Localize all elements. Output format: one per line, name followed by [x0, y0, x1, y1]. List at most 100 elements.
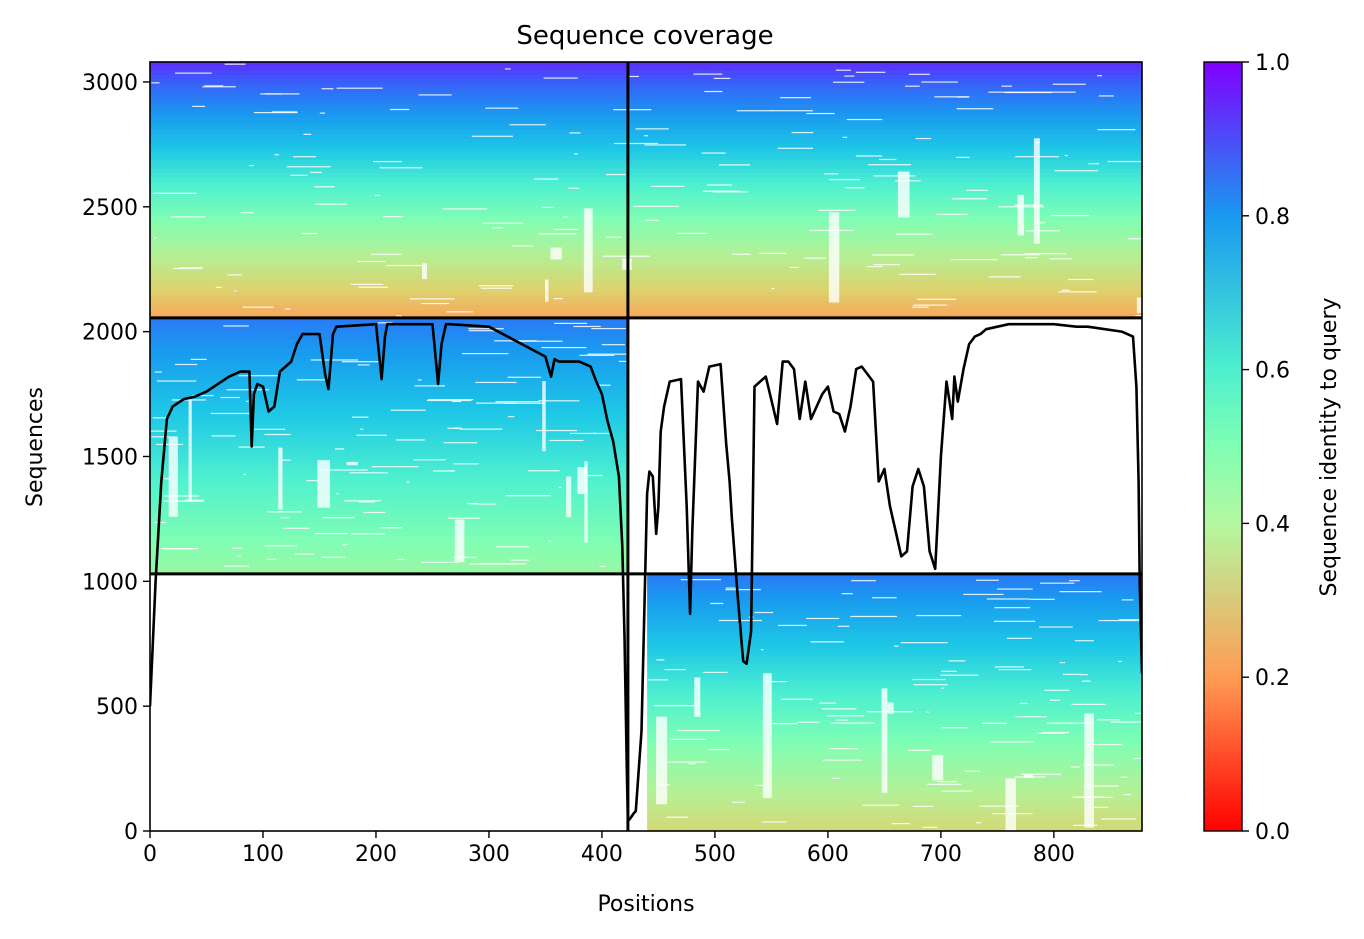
gap-stripe [192, 394, 214, 397]
gap-stripe [891, 823, 911, 825]
coverage-block-2-band [647, 826, 1142, 831]
gap-stripe [823, 759, 862, 761]
coverage-block-0-band [150, 215, 1142, 221]
gap-stripe [1120, 776, 1128, 778]
coverage-block-0-band [150, 181, 1142, 187]
gap-stripe [941, 687, 945, 689]
coverage-block-0-band [150, 288, 1142, 293]
gap-stripe [806, 617, 840, 620]
gap-stripe [293, 156, 317, 158]
coverage-block-2-band [647, 702, 1142, 708]
gap-stripe [894, 645, 899, 647]
gap-stripe [956, 96, 969, 98]
coverage-block-0-band [150, 275, 1142, 281]
gap-stripe [1033, 91, 1076, 93]
gap-stripe [844, 187, 865, 189]
coverage-block-0-band [150, 207, 1142, 212]
coverage-block-0-band [150, 279, 1142, 285]
gap-stripe [173, 267, 202, 270]
coverage-block-2-band [647, 646, 1142, 652]
coverage-block-2-band [647, 728, 1142, 734]
coverage-line [150, 322, 1142, 823]
gap-column [881, 688, 888, 793]
coverage-block-2-band [647, 625, 1142, 631]
gap-stripe [780, 698, 813, 700]
gap-stripe [759, 252, 787, 254]
coverage-block-1-band [150, 454, 628, 460]
coverage-block-1-band [150, 556, 628, 562]
gap-stripes [151, 63, 1142, 831]
gap-stripe [804, 257, 826, 259]
gap-stripe [231, 547, 243, 549]
gap-stripe [223, 325, 249, 327]
coverage-block-0-band [150, 96, 1142, 101]
gap-stripe [873, 264, 900, 266]
gap-stripe [382, 215, 404, 218]
gap-stripe [1054, 170, 1099, 172]
gap-stripe [1069, 580, 1080, 582]
gap-stripe [725, 587, 739, 589]
coverage-block-1-band [150, 437, 628, 443]
gap-stripe [1024, 253, 1067, 255]
gap-stripe [989, 741, 1034, 743]
gap-stripe [296, 379, 328, 381]
gap-stripe [754, 611, 774, 614]
gap-stripe [701, 152, 726, 154]
coverage-block-1-band [150, 539, 628, 545]
coverage-block-0-band [150, 130, 1142, 136]
gap-column [1136, 297, 1142, 314]
gap-stripe [359, 428, 364, 430]
gap-stripe [459, 428, 503, 430]
gap-stripe [517, 340, 563, 342]
gap-stripe [310, 171, 322, 173]
y-tick-label: 3000 [82, 71, 138, 96]
gap-stripe [613, 109, 652, 111]
gap-stripe [927, 783, 962, 785]
gap-stripe [862, 804, 900, 806]
gap-column [421, 263, 428, 280]
coverage-block-1-band [150, 360, 628, 366]
gap-stripe [771, 288, 775, 290]
gap-stripe [390, 409, 426, 411]
gap-stripe [475, 381, 517, 384]
gap-stripe [725, 589, 761, 591]
gap-stripe [336, 87, 383, 89]
gap-stripe [301, 232, 318, 235]
gap-stripe [467, 503, 479, 505]
gap-stripe [778, 624, 807, 627]
coverage-block-1-band [150, 330, 628, 336]
gap-stripe [1081, 680, 1091, 682]
coverage-block-0-band [150, 66, 1142, 72]
coverage-block-0-band [150, 79, 1142, 84]
gap-stripe [377, 322, 393, 324]
gap-stripe [509, 124, 546, 126]
coverage-block-2-band [647, 753, 1142, 759]
coverage-block-0-band [150, 249, 1142, 255]
y-tick-label: 2000 [82, 321, 138, 346]
gap-stripe [1063, 673, 1082, 676]
gap-stripe [319, 112, 326, 114]
gap-stripe [975, 579, 999, 581]
gap-stripe [648, 679, 669, 681]
gap-stripe [249, 164, 254, 167]
gap-stripe [541, 346, 587, 349]
coverage-block-2-band [647, 698, 1142, 704]
coverage-block-0-band [150, 164, 1142, 170]
gap-stripe [818, 209, 856, 211]
gap-stripe [343, 500, 381, 502]
coverage-block-0-band [150, 87, 1142, 93]
gap-stripe [395, 439, 425, 441]
coverage-block-1-band [150, 462, 628, 468]
coverage-block-0-band [150, 104, 1142, 110]
gap-stripe [966, 189, 988, 191]
gap-stripe [480, 287, 512, 289]
gap-stripe [154, 521, 167, 524]
coverage-block-2-band [647, 650, 1142, 656]
gap-stripe [844, 75, 855, 77]
coverage-block-0-band [150, 198, 1142, 204]
gap-stripe [703, 671, 729, 673]
gap-stripe [635, 128, 669, 130]
gap-stripe [915, 137, 932, 140]
gap-stripe [254, 428, 286, 430]
gap-stripe [1118, 619, 1142, 621]
